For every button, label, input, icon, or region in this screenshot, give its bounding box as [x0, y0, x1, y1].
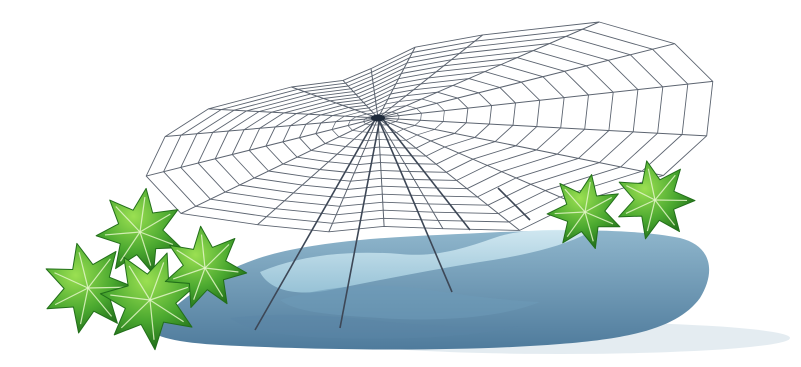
web-radial-strand [377, 43, 675, 119]
web-center-hub [371, 114, 385, 122]
web-ring-strand [231, 57, 589, 190]
web-radial-strand [377, 117, 444, 229]
web-ring-strand [248, 64, 565, 182]
web-radial-strand [291, 86, 379, 119]
web-radial-strand [165, 117, 379, 138]
web-radial-strand [377, 117, 707, 137]
web-ring-strand [265, 71, 541, 174]
web-support-thread [381, 117, 471, 231]
web-ring-strand [282, 78, 516, 166]
water-puddle [150, 229, 710, 350]
web-radial-strand [377, 117, 664, 176]
ivy-leaf [164, 225, 248, 308]
web-radial-strand [370, 68, 379, 119]
web-radial-strand [180, 117, 379, 214]
web-ring-strand [214, 50, 614, 199]
ivy-leaves-right [546, 160, 696, 250]
web-radial-strand [377, 80, 713, 119]
web-radial-strand [328, 117, 379, 232]
web-support-thread [497, 187, 531, 221]
ivy-leaf [546, 174, 621, 250]
ivy-leaf [618, 160, 696, 240]
web-radial-strand [377, 34, 483, 119]
web-support-thread [254, 117, 377, 331]
web-ring-strand [145, 21, 714, 233]
web-ring-strand [197, 43, 639, 207]
ivy-leaf [95, 187, 182, 275]
web-ring-strand [180, 35, 664, 216]
ivy-leaves-left [45, 187, 248, 351]
web-radial-strand [257, 117, 379, 226]
web-radial-strand [208, 108, 379, 119]
web-radial-strand [377, 117, 520, 231]
web-ring-strand [163, 28, 689, 224]
web-ring-strand [331, 98, 445, 141]
web-radial-strand [377, 21, 600, 119]
web-ring-strand [347, 105, 422, 134]
web-radial-strand [377, 117, 575, 204]
web-ring-strand [363, 111, 400, 126]
web-ring-strand [315, 91, 469, 149]
web-radial-strand [377, 117, 385, 227]
web-radial-strand [342, 80, 379, 119]
web-radial-strand [377, 47, 416, 119]
spider-web [145, 21, 714, 331]
ivy-leaf [45, 242, 135, 334]
web-radial-strand [146, 117, 379, 177]
web-support-thread [339, 117, 381, 329]
web-ring-strand [298, 84, 493, 158]
web-support-thread [377, 117, 453, 293]
